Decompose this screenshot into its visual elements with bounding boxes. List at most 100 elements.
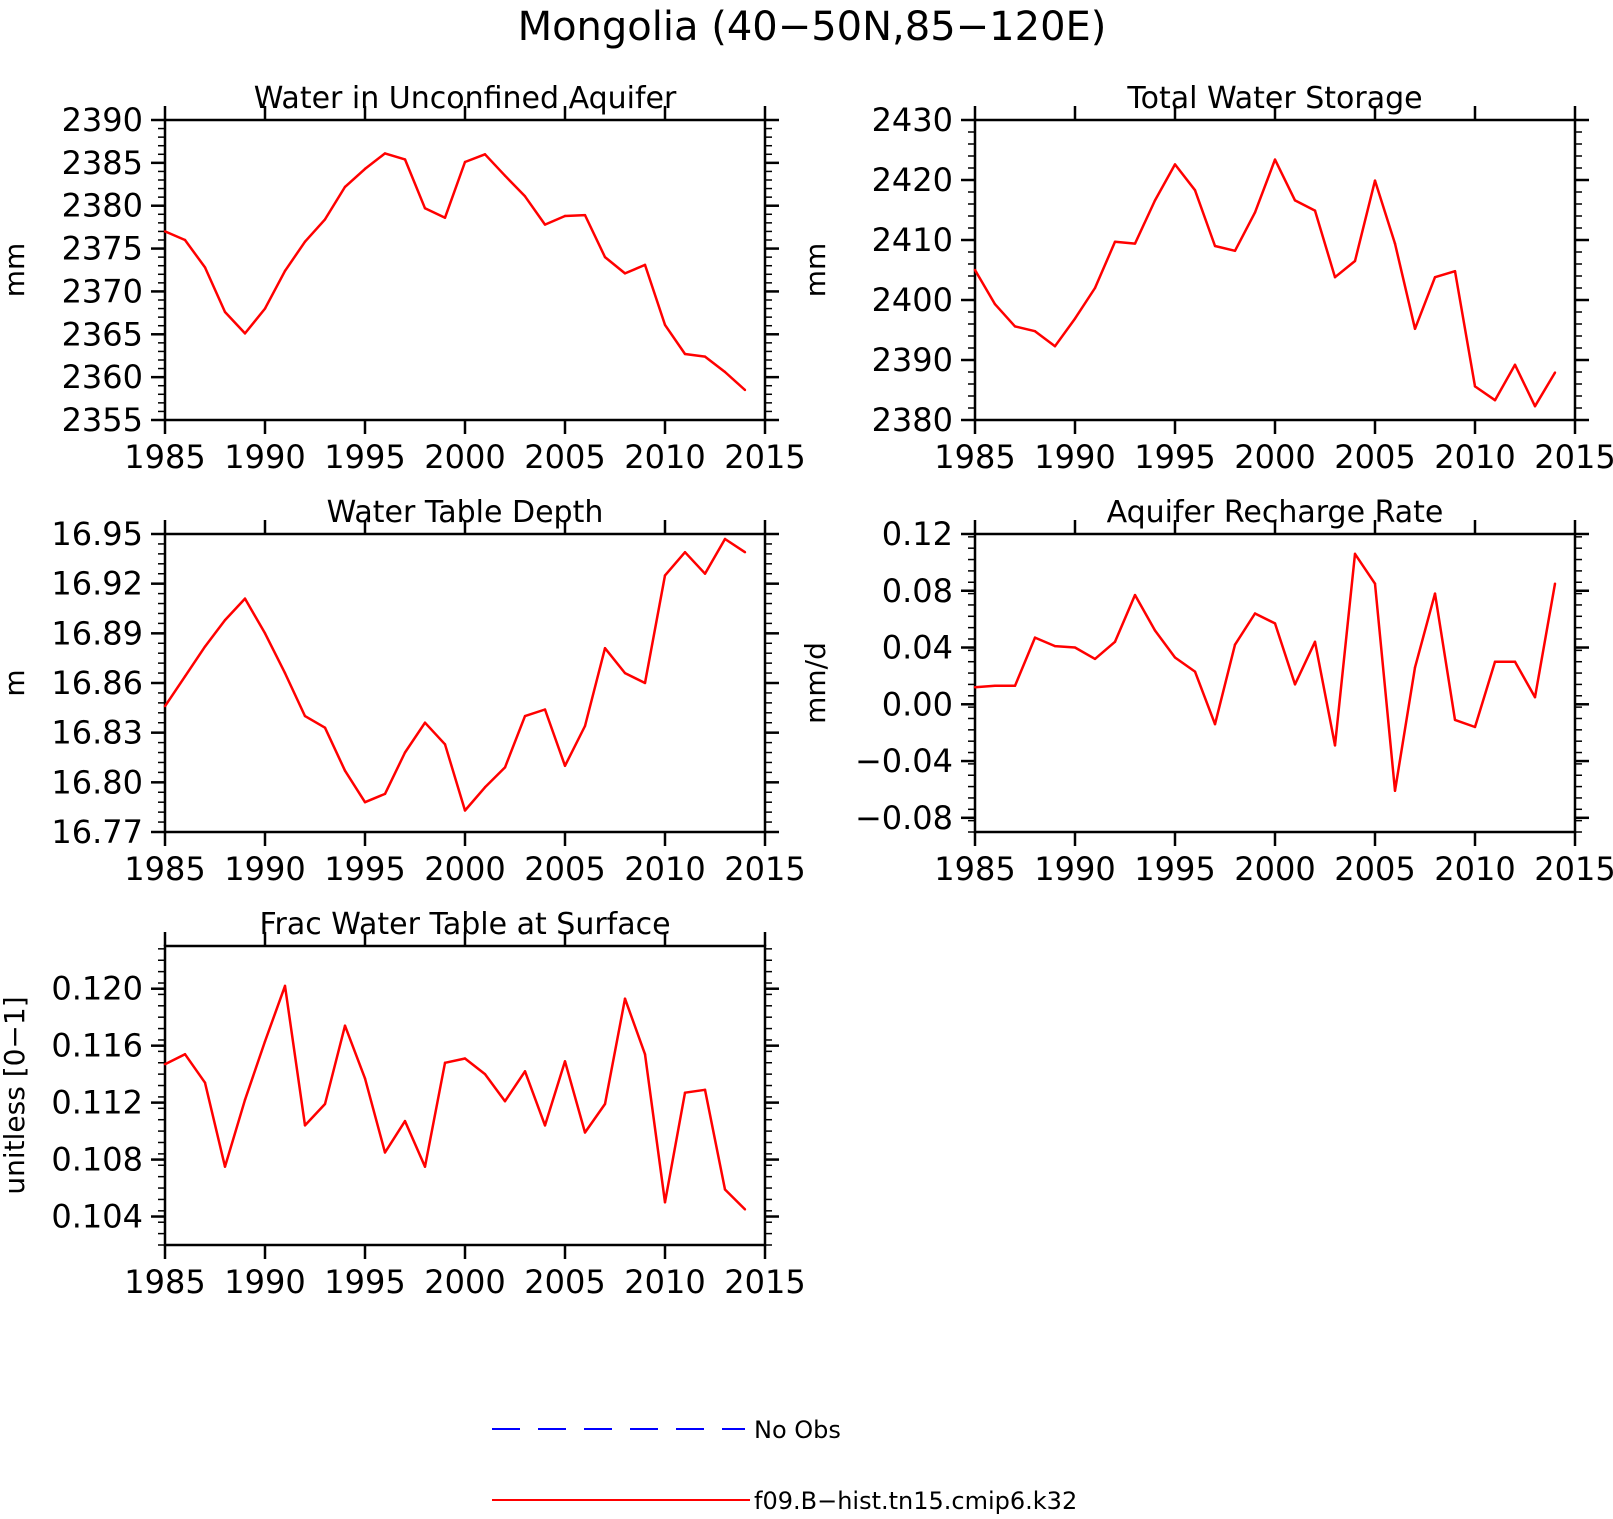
data-point	[503, 174, 507, 177]
y-tick-label: 0.108	[51, 1141, 143, 1179]
data-point	[1353, 259, 1357, 263]
data-point	[523, 195, 527, 198]
y-tick-label: 0.04	[882, 629, 953, 667]
y-axis-label: mm/d	[799, 642, 832, 724]
y-tick-label: 2430	[872, 101, 953, 139]
data-point	[583, 724, 587, 728]
data-point	[263, 1040, 267, 1043]
data-point	[323, 726, 327, 729]
data-point	[563, 1060, 567, 1063]
data-point	[623, 272, 627, 275]
y-tick-label: −0.08	[855, 799, 953, 837]
data-point	[1333, 744, 1337, 747]
data-point	[563, 764, 567, 767]
data-point	[1473, 385, 1477, 388]
x-tick-label: 1985	[934, 850, 1015, 888]
x-tick-label: 2015	[1534, 438, 1613, 476]
legend-label-no-obs: No Obs	[754, 1416, 841, 1444]
data-point	[303, 240, 307, 243]
data-point	[1213, 244, 1217, 248]
data-point	[1453, 270, 1457, 273]
data-point	[1153, 199, 1157, 202]
data-point	[1413, 327, 1417, 330]
data-point	[973, 268, 977, 272]
data-point	[383, 1151, 387, 1154]
data-point	[973, 686, 977, 689]
data-point	[1293, 683, 1297, 686]
data-point	[243, 332, 247, 335]
x-tick-label: 2010	[1434, 850, 1515, 888]
data-point	[663, 574, 667, 577]
x-tick-label: 1990	[1034, 438, 1115, 476]
data-point	[1193, 189, 1197, 192]
y-tick-label: 2380	[62, 187, 143, 225]
data-point	[1153, 629, 1157, 632]
data-point	[1033, 636, 1037, 639]
y-axis-label: mm	[0, 243, 31, 298]
data-point	[723, 370, 727, 374]
data-point	[563, 214, 567, 218]
data-point	[503, 766, 507, 769]
data-point	[723, 537, 727, 541]
data-point	[1233, 249, 1237, 252]
data-point	[1253, 612, 1257, 615]
data-point	[303, 714, 307, 718]
y-tick-label: 2355	[62, 401, 143, 439]
y-tick-label: 2400	[872, 281, 953, 319]
data-point	[183, 238, 187, 242]
data-point	[383, 792, 387, 796]
y-tick-label: −0.04	[855, 742, 953, 780]
data-point	[1313, 640, 1317, 644]
data-point	[683, 1091, 687, 1094]
data-point	[1093, 286, 1097, 290]
data-point	[1053, 644, 1057, 648]
y-tick-label: 16.83	[51, 714, 143, 752]
data-point	[383, 152, 387, 155]
x-tick-label: 2010	[1434, 438, 1515, 476]
y-axis-label: mm	[799, 243, 832, 298]
x-tick-label: 2005	[524, 850, 605, 888]
data-point	[183, 675, 187, 678]
x-tick-label: 2000	[1234, 438, 1315, 476]
x-tick-label: 1990	[224, 1263, 305, 1301]
x-tick-label: 2010	[624, 1263, 705, 1301]
data-point	[1493, 399, 1497, 402]
data-point	[283, 269, 287, 273]
x-tick-label: 1985	[124, 438, 205, 476]
y-tick-label: 2380	[872, 401, 953, 439]
x-tick-label: 2000	[424, 850, 505, 888]
legend-label-model: f09.B−hist.tn15.cmip6.k32	[754, 1487, 1077, 1515]
data-point	[1013, 325, 1017, 328]
y-tick-label: 0.116	[51, 1027, 143, 1065]
data-point	[1493, 660, 1497, 663]
data-point	[523, 1070, 527, 1073]
data-point	[543, 223, 547, 226]
data-point	[1193, 670, 1197, 673]
data-point	[683, 551, 687, 554]
data-point	[543, 708, 547, 711]
x-tick-label: 2005	[524, 438, 605, 476]
x-tick-label: 1995	[324, 850, 405, 888]
data-point	[283, 984, 287, 988]
data-point	[443, 1061, 447, 1064]
y-tick-label: 2360	[62, 358, 143, 396]
data-point	[1213, 722, 1217, 726]
data-point	[1533, 405, 1537, 408]
x-tick-label: 1990	[224, 850, 305, 888]
data-point	[223, 1165, 227, 1168]
data-point	[1513, 363, 1517, 366]
y-tick-label: 2385	[62, 144, 143, 182]
data-point	[703, 572, 707, 575]
x-tick-label: 2010	[624, 850, 705, 888]
y-tick-label: 16.86	[51, 664, 143, 702]
data-point	[1253, 211, 1257, 214]
y-tick-label: 2365	[62, 315, 143, 353]
data-point	[993, 684, 997, 688]
data-point	[283, 671, 287, 675]
data-point	[423, 721, 427, 724]
series-line	[164, 984, 746, 1211]
data-point	[1173, 656, 1177, 659]
